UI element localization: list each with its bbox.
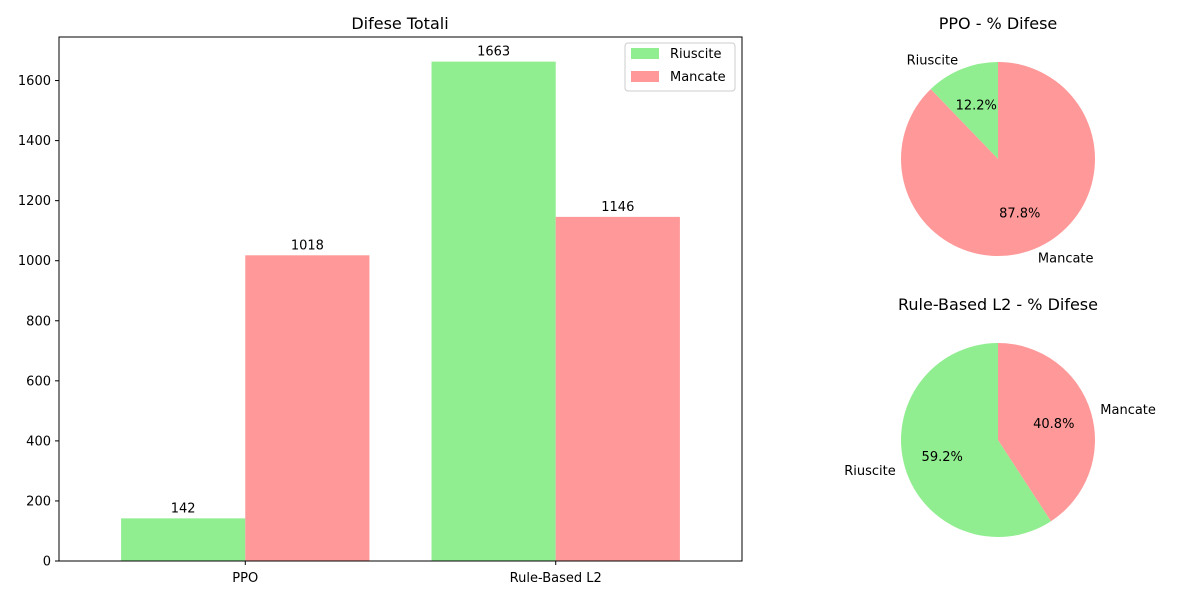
bar-value-label: 1146: [601, 200, 634, 215]
legend-swatch-riuscite: [631, 48, 659, 59]
pie-slice-riuscite: [900, 343, 1052, 537]
pie-slice-mancate: [900, 62, 1095, 256]
bar-chart: Difese Totali 142 1663 1018 1146 0 200 400 600…: [18, 14, 743, 586]
y-tick-label: 200: [26, 494, 51, 509]
pie-rule-slices: [900, 342, 1095, 537]
legend-label-riuscite: Riuscite: [670, 47, 722, 62]
bar-value-labels: 142 1663 1018 1146: [171, 45, 635, 517]
bar-value-label: 1663: [477, 45, 510, 60]
pie-pct-label: 87.8%: [999, 206, 1040, 221]
pie-slice-label: Riuscite: [844, 464, 896, 479]
plot-frame: [58, 36, 743, 562]
y-tick-label: 400: [26, 434, 51, 449]
pie-chart-ppo: PPO - % Difese 12.2% Riuscite 87.8% Mancate: [900, 14, 1095, 267]
bar-chart-title: Difese Totali: [351, 14, 448, 33]
pie-ppo-title: PPO - % Difese: [939, 14, 1058, 33]
pie-slice-label: Riuscite: [907, 54, 959, 69]
pie-slice-label: Mancate: [1038, 251, 1094, 266]
bar-riuscite-1: [431, 61, 556, 561]
y-tick-label: 1400: [18, 134, 51, 149]
pie-rule-title: Rule-Based L2 - % Difese: [898, 295, 1098, 314]
pie-chart-rule-based: Rule-Based L2 - % Difese 59.2% Riuscite 40…: [844, 295, 1156, 537]
y-tick-label: 600: [26, 374, 51, 389]
x-tick-label: Rule-Based L2: [510, 571, 602, 586]
y-tick-label: 1000: [18, 254, 51, 269]
pie-slice-label: Mancate: [1100, 403, 1156, 418]
pie-ppo-labels: 12.2% Riuscite 87.8% Mancate: [907, 54, 1094, 267]
bar-marks: [121, 61, 680, 562]
pie-pct-label: 59.2%: [922, 450, 963, 465]
legend: Riuscite Mancate: [624, 42, 736, 92]
x-axis: PPO Rule-Based L2: [232, 561, 602, 586]
y-tick-label: 1200: [18, 194, 51, 209]
bar-value-label: 1018: [291, 238, 324, 253]
pie-slice-mancate: [998, 342, 1095, 522]
legend-swatch-mancate: [631, 71, 659, 82]
bar-mancate-0: [245, 255, 370, 562]
pie-ppo-slices: [900, 62, 1095, 256]
bar-value-label: 142: [171, 501, 196, 516]
y-tick-label: 1600: [18, 74, 51, 89]
pie-rule-labels: 59.2% Riuscite 40.8% Mancate: [844, 403, 1156, 479]
pie-slice-riuscite: [930, 62, 998, 159]
pie-pct-label: 40.8%: [1033, 417, 1074, 432]
x-tick-label: PPO: [232, 571, 258, 586]
pie-pct-label: 12.2%: [956, 99, 997, 114]
bar-mancate-1: [555, 216, 680, 561]
y-axis: 0 200 400 600 800 1000 1200 1400 1600: [18, 74, 59, 570]
bar-riuscite-0: [121, 518, 246, 561]
legend-label-mancate: Mancate: [670, 70, 726, 85]
y-tick-label: 0: [43, 555, 51, 570]
y-tick-label: 800: [26, 314, 51, 329]
